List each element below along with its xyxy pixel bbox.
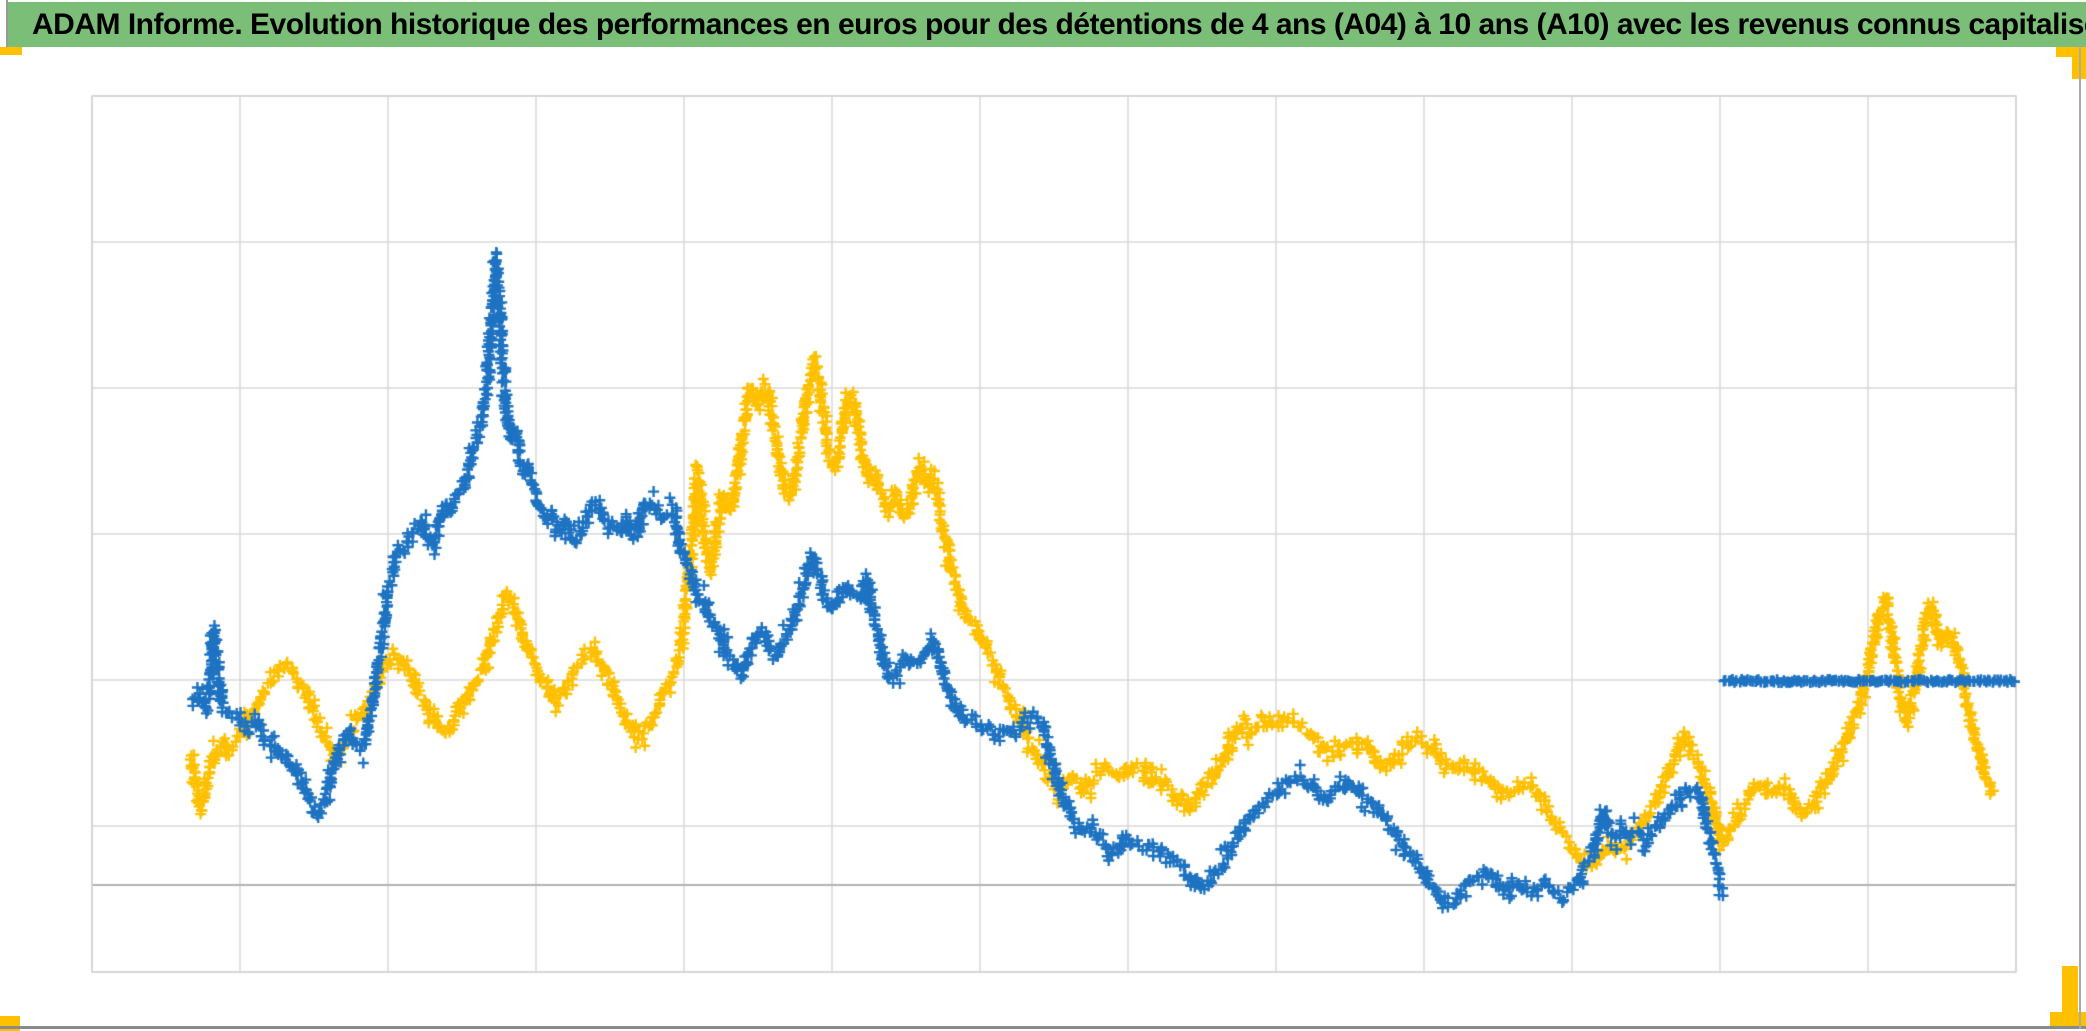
- sheet-bottom-line: [0, 1026, 2086, 1029]
- page-break-mark-top-left: [0, 47, 22, 55]
- page-break-mark-bottom-right-horizontal: [2050, 1012, 2086, 1028]
- page-break-mark-top-right-horizontal: [2056, 47, 2086, 57]
- chart-object-right-border: [2079, 46, 2081, 1029]
